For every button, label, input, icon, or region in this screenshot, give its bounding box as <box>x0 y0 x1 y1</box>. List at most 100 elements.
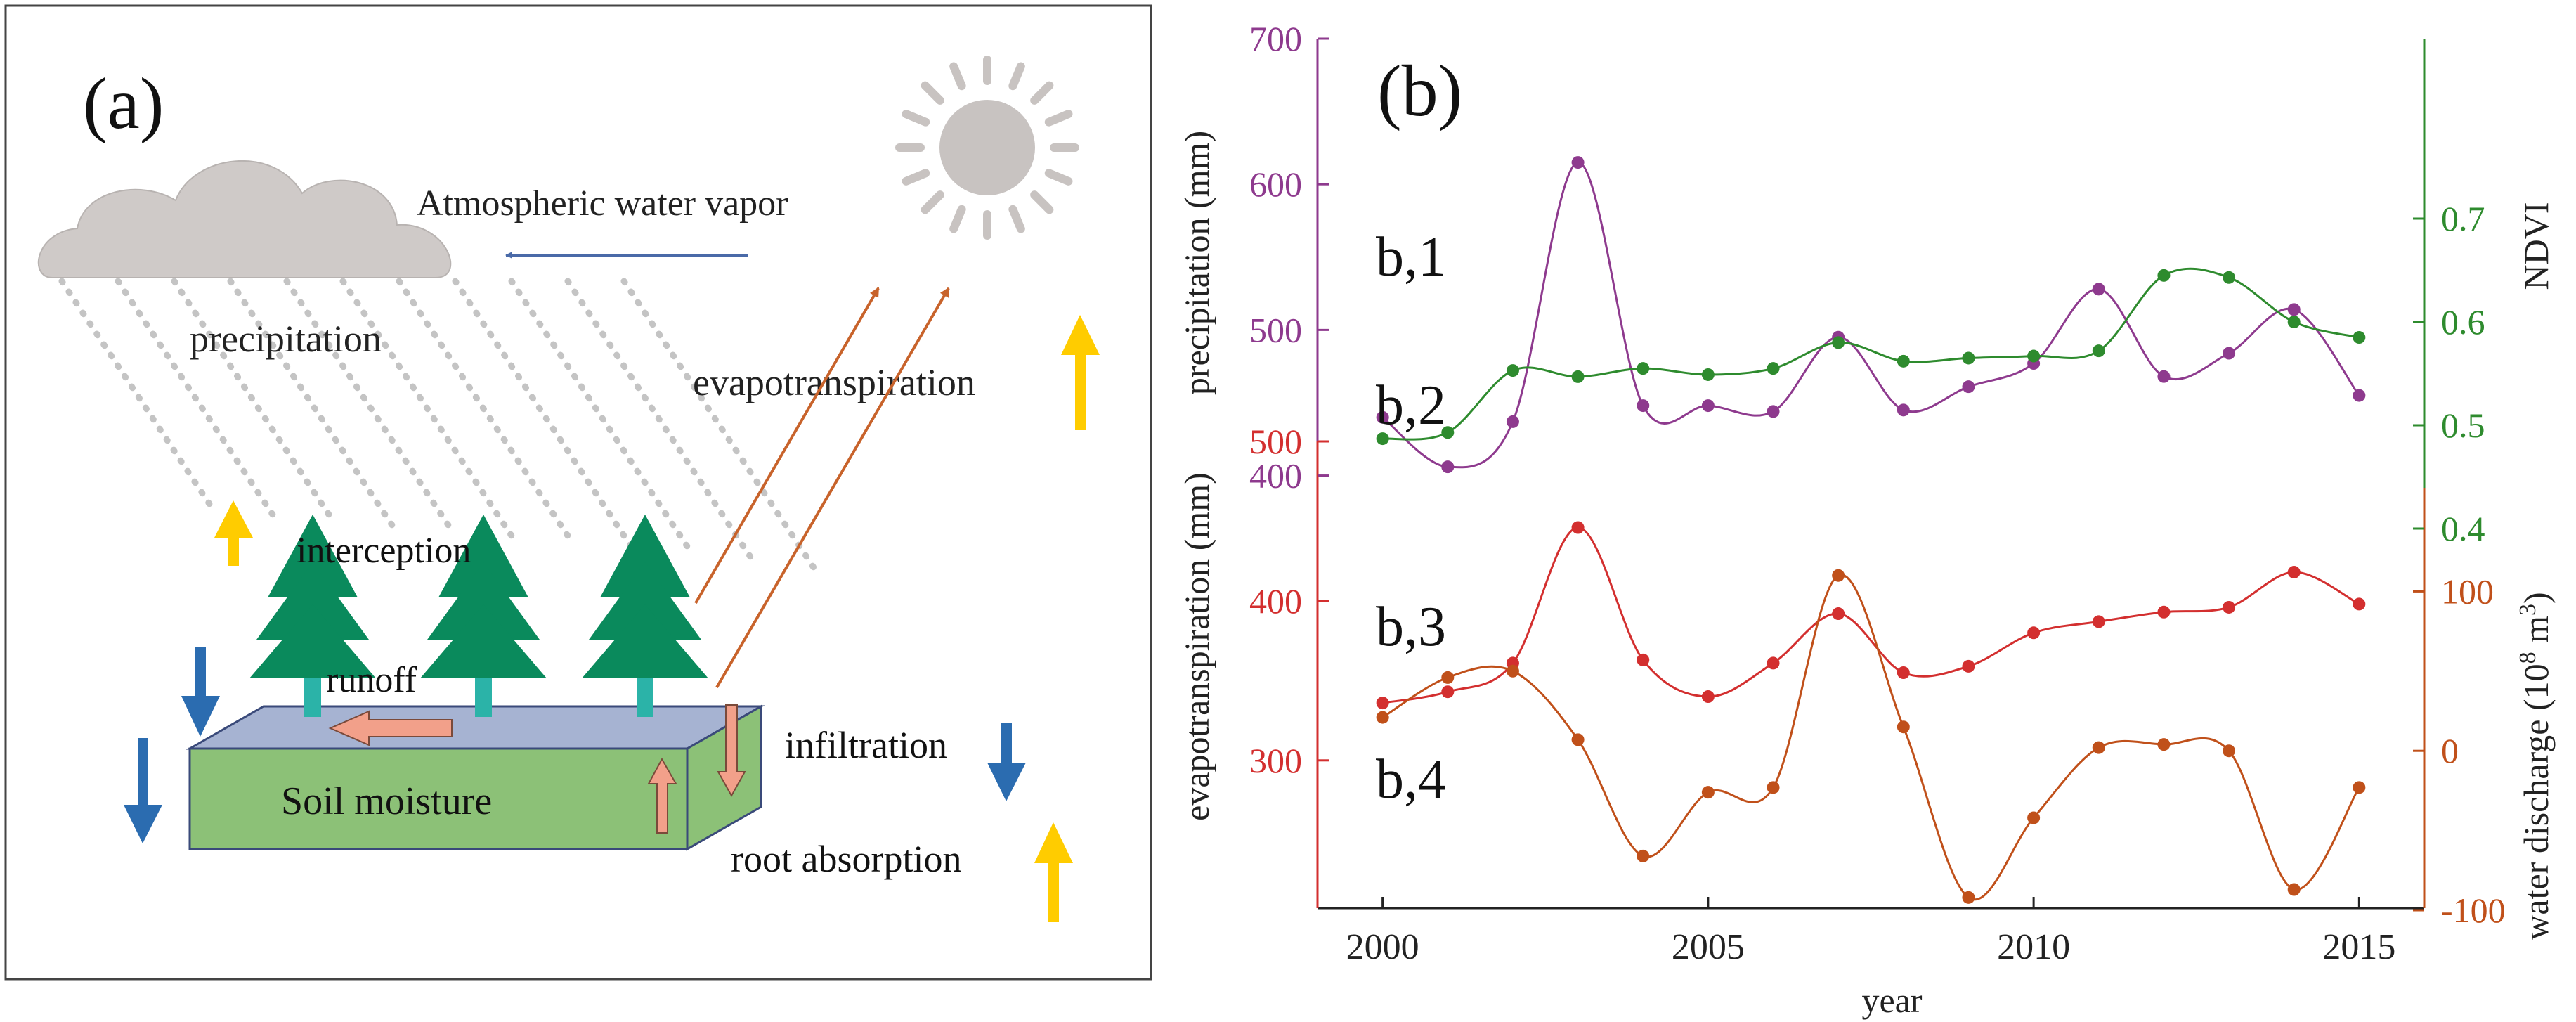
series-line-b3 <box>1382 526 2360 704</box>
data-point-b2 <box>2092 344 2105 358</box>
wd-tick-label: -100 <box>2441 891 2506 930</box>
series-line-b4 <box>1381 574 2360 901</box>
panel-a: (a) Atmospheric water vapor precipitatio… <box>4 4 1152 981</box>
data-point-b3 <box>1441 685 1455 699</box>
data-point-b4 <box>1767 781 1780 794</box>
data-point-b1 <box>1962 380 1975 394</box>
data-point-b3 <box>1767 656 1780 670</box>
data-point-b2 <box>1441 426 1455 439</box>
tree-trunk <box>637 678 653 717</box>
data-point-b3 <box>1832 607 1845 621</box>
data-point-b1 <box>1506 415 1519 428</box>
wd-tick-label: 0 <box>2441 731 2459 770</box>
series-label-b2: b,2 <box>1376 375 1446 436</box>
data-point-b2 <box>2027 349 2041 363</box>
wd-axis-title: water discharge (108 m3) <box>2515 592 2556 940</box>
series-layer <box>1376 156 2366 904</box>
soil-moisture-label: Soil moisture <box>281 780 492 823</box>
data-point-b2 <box>2287 316 2301 328</box>
data-point-b4 <box>1376 711 1389 724</box>
data-point-b4 <box>2092 741 2105 754</box>
series-label-b1: b,1 <box>1376 226 1446 288</box>
data-point-b1 <box>1571 156 1585 169</box>
data-point-b2 <box>1832 336 1845 349</box>
et-tick-label: 500 <box>1249 422 1302 461</box>
rain-streak <box>283 278 456 536</box>
tree-icon <box>582 515 708 717</box>
data-point-b2 <box>1897 354 1910 368</box>
data-point-b4 <box>1962 891 1975 904</box>
wd-axis-title-part: 3 <box>2515 604 2541 616</box>
tree-tier <box>582 604 708 678</box>
data-point-b4 <box>1701 786 1715 799</box>
sun-ray <box>1008 205 1025 233</box>
data-point-b2 <box>1767 362 1780 375</box>
sun-ray <box>949 205 966 233</box>
sun-icon <box>895 56 1079 240</box>
data-point-b4 <box>2353 781 2366 794</box>
data-point-b3 <box>1571 521 1585 534</box>
data-point-b1 <box>2353 389 2366 402</box>
sun-ray <box>1044 169 1073 186</box>
data-point-b2 <box>1701 368 1715 381</box>
x-tick-label: 2000 <box>1346 927 1419 967</box>
data-point-b3 <box>2092 615 2105 628</box>
wd-axis-title-part: 8 <box>2515 652 2541 664</box>
runoff-label: runoff <box>326 660 417 700</box>
precip-tick-label: 400 <box>1249 456 1302 496</box>
tree-tier <box>589 562 701 640</box>
data-point-b1 <box>1637 399 1650 413</box>
data-point-b4 <box>2223 744 2236 758</box>
data-point-b3 <box>2157 605 2171 619</box>
series-line-b2 <box>1382 267 2360 441</box>
data-point-b3 <box>1637 653 1650 666</box>
panel-b: (b) 2000 2005 2010 2015year4005006007003004… <box>1177 19 2556 1020</box>
rain-streak <box>58 278 216 512</box>
data-point-b3 <box>2287 566 2301 579</box>
x-tick-label: 2010 <box>1997 927 2070 967</box>
sun-ray <box>902 110 930 127</box>
rain-streak <box>339 278 516 541</box>
et-tick-label: 400 <box>1249 581 1302 621</box>
tree-icon <box>420 515 547 717</box>
root-flow-arrow <box>647 757 677 834</box>
data-point-b1 <box>2287 303 2301 316</box>
data-point-b1 <box>1701 399 1715 413</box>
tree-tier <box>420 604 547 678</box>
rain-streak <box>396 278 576 547</box>
data-point-b1 <box>2092 283 2105 296</box>
rain-streak <box>452 278 637 553</box>
tree-icon <box>249 515 376 717</box>
et-axis-title: evapotranspiration (mm) <box>1177 472 1216 821</box>
data-point-b1 <box>1897 403 1910 417</box>
down-arrow-icon <box>181 647 220 737</box>
sun-ray <box>1030 81 1054 105</box>
data-point-b4 <box>1897 720 1910 734</box>
wd-tick-label: 100 <box>2441 571 2494 611</box>
sun-ray <box>902 169 930 186</box>
series-label-b3: b,3 <box>1376 596 1446 658</box>
data-point-b4 <box>1571 733 1585 746</box>
data-point-b4 <box>2157 738 2171 751</box>
sun-ray <box>1008 62 1025 91</box>
rain-streak <box>227 278 396 530</box>
rain-streak <box>508 278 696 559</box>
precip-tick-label: 700 <box>1249 19 1302 58</box>
tree-tier <box>268 515 358 597</box>
sun-ray <box>1030 190 1054 214</box>
precip-tick-label: 500 <box>1249 310 1302 349</box>
interception-label: interception <box>297 531 471 571</box>
ndvi-tick-label: 0.7 <box>2441 199 2485 238</box>
data-point-b3 <box>1376 697 1389 710</box>
evapotranspiration-arrow <box>694 287 880 604</box>
data-point-b2 <box>1571 370 1585 383</box>
data-point-b4 <box>1637 849 1650 862</box>
panel-b-label: (b) <box>1377 51 1462 131</box>
cloud-icon <box>37 160 452 278</box>
root-absorption-label: root absorption <box>731 838 961 880</box>
data-point-b3 <box>2353 597 2366 611</box>
ndvi-tick-label: 0.6 <box>2441 302 2485 342</box>
tree-tier <box>427 562 540 640</box>
wd-axis-title-part: water discharge (10 <box>2516 664 2556 940</box>
